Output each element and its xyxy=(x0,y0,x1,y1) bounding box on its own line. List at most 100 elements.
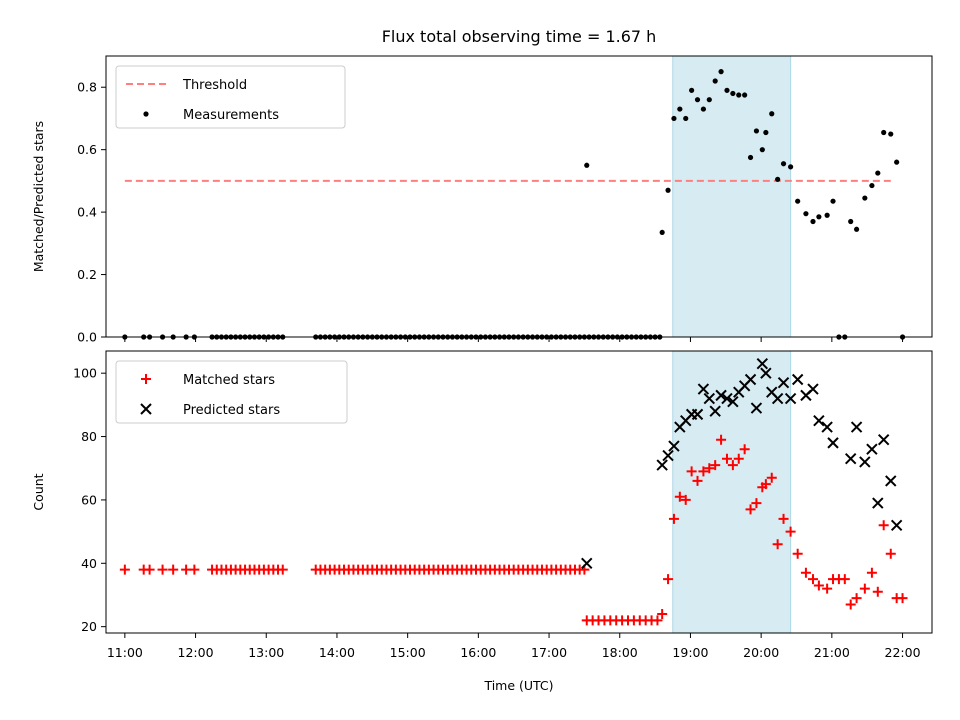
measurement-point xyxy=(888,131,894,137)
predicted-star-point xyxy=(777,376,790,389)
matched-star-point xyxy=(885,548,896,559)
matched-star-point xyxy=(692,475,703,486)
matched-star-point xyxy=(772,539,783,550)
measurement-point xyxy=(584,162,590,168)
measurement-point xyxy=(824,212,830,218)
predicted-star-point xyxy=(697,383,710,395)
ratio-y-axis-label: Matched/Predicted stars xyxy=(31,121,46,272)
x-tick-label: 20:00 xyxy=(743,645,779,660)
predicted-star-point xyxy=(727,395,739,408)
predicted-star-point xyxy=(844,453,857,465)
legend-predicted-swatch xyxy=(140,403,152,415)
measurement-point xyxy=(736,92,742,98)
legend-label: Measurements xyxy=(183,108,279,123)
count-x-axis-label: Time (UTC) xyxy=(483,678,553,693)
predicted-star-point xyxy=(890,519,903,531)
predicted-star-point xyxy=(807,383,819,395)
matched-star-point xyxy=(686,466,697,477)
predicted-star-point xyxy=(850,421,863,433)
ratio-legend: Threshold Measurements xyxy=(115,65,346,129)
observing-window-span xyxy=(672,55,792,338)
predicted-star-point xyxy=(827,437,839,449)
y-tick-label: 0.2 xyxy=(77,267,97,282)
matched-star-point xyxy=(704,463,715,474)
predicted-star-point xyxy=(750,402,763,414)
predicted-star-point xyxy=(877,434,890,446)
x-tick-label: 18:00 xyxy=(602,645,638,660)
predicted-star-point xyxy=(668,440,680,452)
matched-star-point xyxy=(674,491,685,502)
x-tick-label: 21:00 xyxy=(814,645,850,660)
measurement-point xyxy=(759,147,765,153)
y-tick-label: 100 xyxy=(73,366,97,381)
measurement-point xyxy=(810,218,816,225)
measurement-point xyxy=(659,229,665,236)
measurement-point xyxy=(816,214,822,220)
predicted-star-point xyxy=(821,421,833,433)
matched-star-point xyxy=(721,453,732,464)
count-points xyxy=(119,357,908,626)
matched-star-point xyxy=(668,513,679,524)
matched-star-point xyxy=(168,564,179,575)
matched-star-point xyxy=(739,444,750,455)
measurement-point xyxy=(712,78,718,84)
matched-star-point xyxy=(778,513,789,524)
predicted-star-point xyxy=(784,392,797,405)
predicted-star-point xyxy=(744,373,757,386)
x-tick-label: 22:00 xyxy=(885,645,921,660)
measurement-point xyxy=(875,170,881,176)
matched-star-point xyxy=(851,593,862,604)
measurement-point xyxy=(862,195,868,201)
legend-label: Matched stars xyxy=(183,373,275,388)
predicted-star-point xyxy=(756,357,769,370)
matched-star-point xyxy=(866,567,877,578)
legend-matched-swatch xyxy=(141,374,151,384)
count-x-ticks: 11:00 12:00 13:00 14:00 15:00 16:00 17:00 18:00… xyxy=(107,633,921,660)
observing-window-span xyxy=(672,350,792,634)
matched-star-point xyxy=(745,504,756,515)
legend-box xyxy=(115,65,346,129)
matched-star-point xyxy=(897,593,908,604)
y-tick-label: 0.4 xyxy=(77,205,97,220)
y-tick-label: 0.0 xyxy=(77,330,97,345)
predicted-star-point xyxy=(581,557,593,569)
legend-box xyxy=(115,360,348,424)
predicted-star-point xyxy=(656,459,668,471)
predicted-star-point xyxy=(859,456,871,468)
y-tick-label: 0.6 xyxy=(77,142,97,157)
matched-star-point xyxy=(859,583,870,594)
matched-star-point xyxy=(839,574,850,585)
measurement-point xyxy=(853,226,860,232)
y-tick-label: 80 xyxy=(81,429,97,444)
matched-star-point xyxy=(878,520,889,531)
predicted-star-point xyxy=(771,392,784,405)
measurement-point xyxy=(775,176,781,182)
predicted-star-point xyxy=(691,408,704,421)
predicted-star-point xyxy=(813,415,825,427)
count-legend: Matched stars Predicted stars xyxy=(115,360,348,424)
y-tick-label: 0.8 xyxy=(77,80,97,95)
predicted-star-point xyxy=(662,449,674,462)
measurement-point xyxy=(803,211,809,217)
matched-star-point xyxy=(807,574,818,585)
x-tick-label: 16:00 xyxy=(460,645,496,660)
ratio-axes-frame xyxy=(105,55,933,338)
measurement-point xyxy=(769,111,775,117)
matched-star-point xyxy=(727,460,738,471)
x-tick-label: 11:00 xyxy=(107,645,143,660)
matched-star-point xyxy=(792,548,803,559)
measurement-point xyxy=(848,218,854,225)
measurement-point xyxy=(780,161,787,167)
legend-label: Threshold xyxy=(182,78,247,93)
matched-star-point xyxy=(845,599,856,610)
count-y-axis-label: Count xyxy=(31,473,46,510)
measurement-point xyxy=(671,115,677,122)
x-tick-label: 19:00 xyxy=(672,645,708,660)
predicted-star-point xyxy=(791,373,804,386)
matched-star-point xyxy=(652,615,663,626)
measurement-point xyxy=(694,97,701,103)
predicted-star-point xyxy=(703,392,716,405)
x-tick-label: 17:00 xyxy=(531,645,567,660)
y-tick-label: 40 xyxy=(81,556,97,571)
